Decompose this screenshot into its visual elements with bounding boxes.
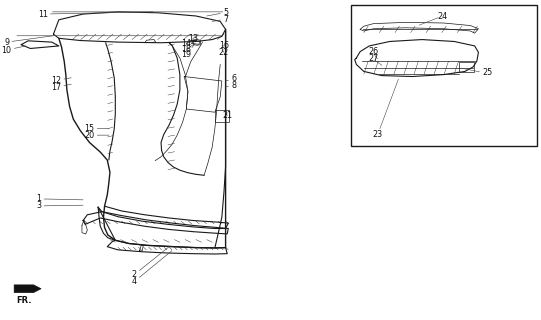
- Text: 12: 12: [51, 76, 71, 85]
- Bar: [459, 62, 473, 72]
- Text: 2: 2: [131, 247, 169, 279]
- Text: 4: 4: [131, 251, 172, 286]
- Text: 27: 27: [368, 54, 378, 63]
- Text: 10: 10: [2, 45, 25, 55]
- Text: 20: 20: [84, 131, 109, 140]
- Text: 14: 14: [181, 39, 193, 48]
- Text: 15: 15: [84, 124, 109, 132]
- Text: 25: 25: [482, 68, 492, 77]
- Text: 8: 8: [226, 81, 236, 90]
- Text: 18: 18: [181, 44, 193, 54]
- Text: 5: 5: [207, 8, 228, 17]
- Bar: [215, 110, 229, 123]
- Text: 24: 24: [437, 12, 447, 21]
- Text: 21: 21: [222, 111, 232, 120]
- Polygon shape: [14, 285, 41, 292]
- Text: 13: 13: [188, 35, 199, 44]
- Text: 16: 16: [219, 41, 229, 51]
- Bar: [351, 5, 537, 146]
- Text: 23: 23: [372, 130, 382, 139]
- Text: 6: 6: [226, 74, 236, 83]
- Text: 26: 26: [368, 47, 378, 56]
- Text: 17: 17: [51, 83, 71, 92]
- Text: 1: 1: [36, 194, 83, 204]
- Text: 3: 3: [36, 201, 83, 210]
- Text: FR.: FR.: [16, 296, 31, 305]
- Text: 7: 7: [212, 15, 228, 24]
- Text: 19: 19: [181, 44, 195, 59]
- Text: 9: 9: [4, 36, 54, 47]
- Text: 11: 11: [38, 10, 153, 19]
- Text: 22: 22: [219, 48, 229, 57]
